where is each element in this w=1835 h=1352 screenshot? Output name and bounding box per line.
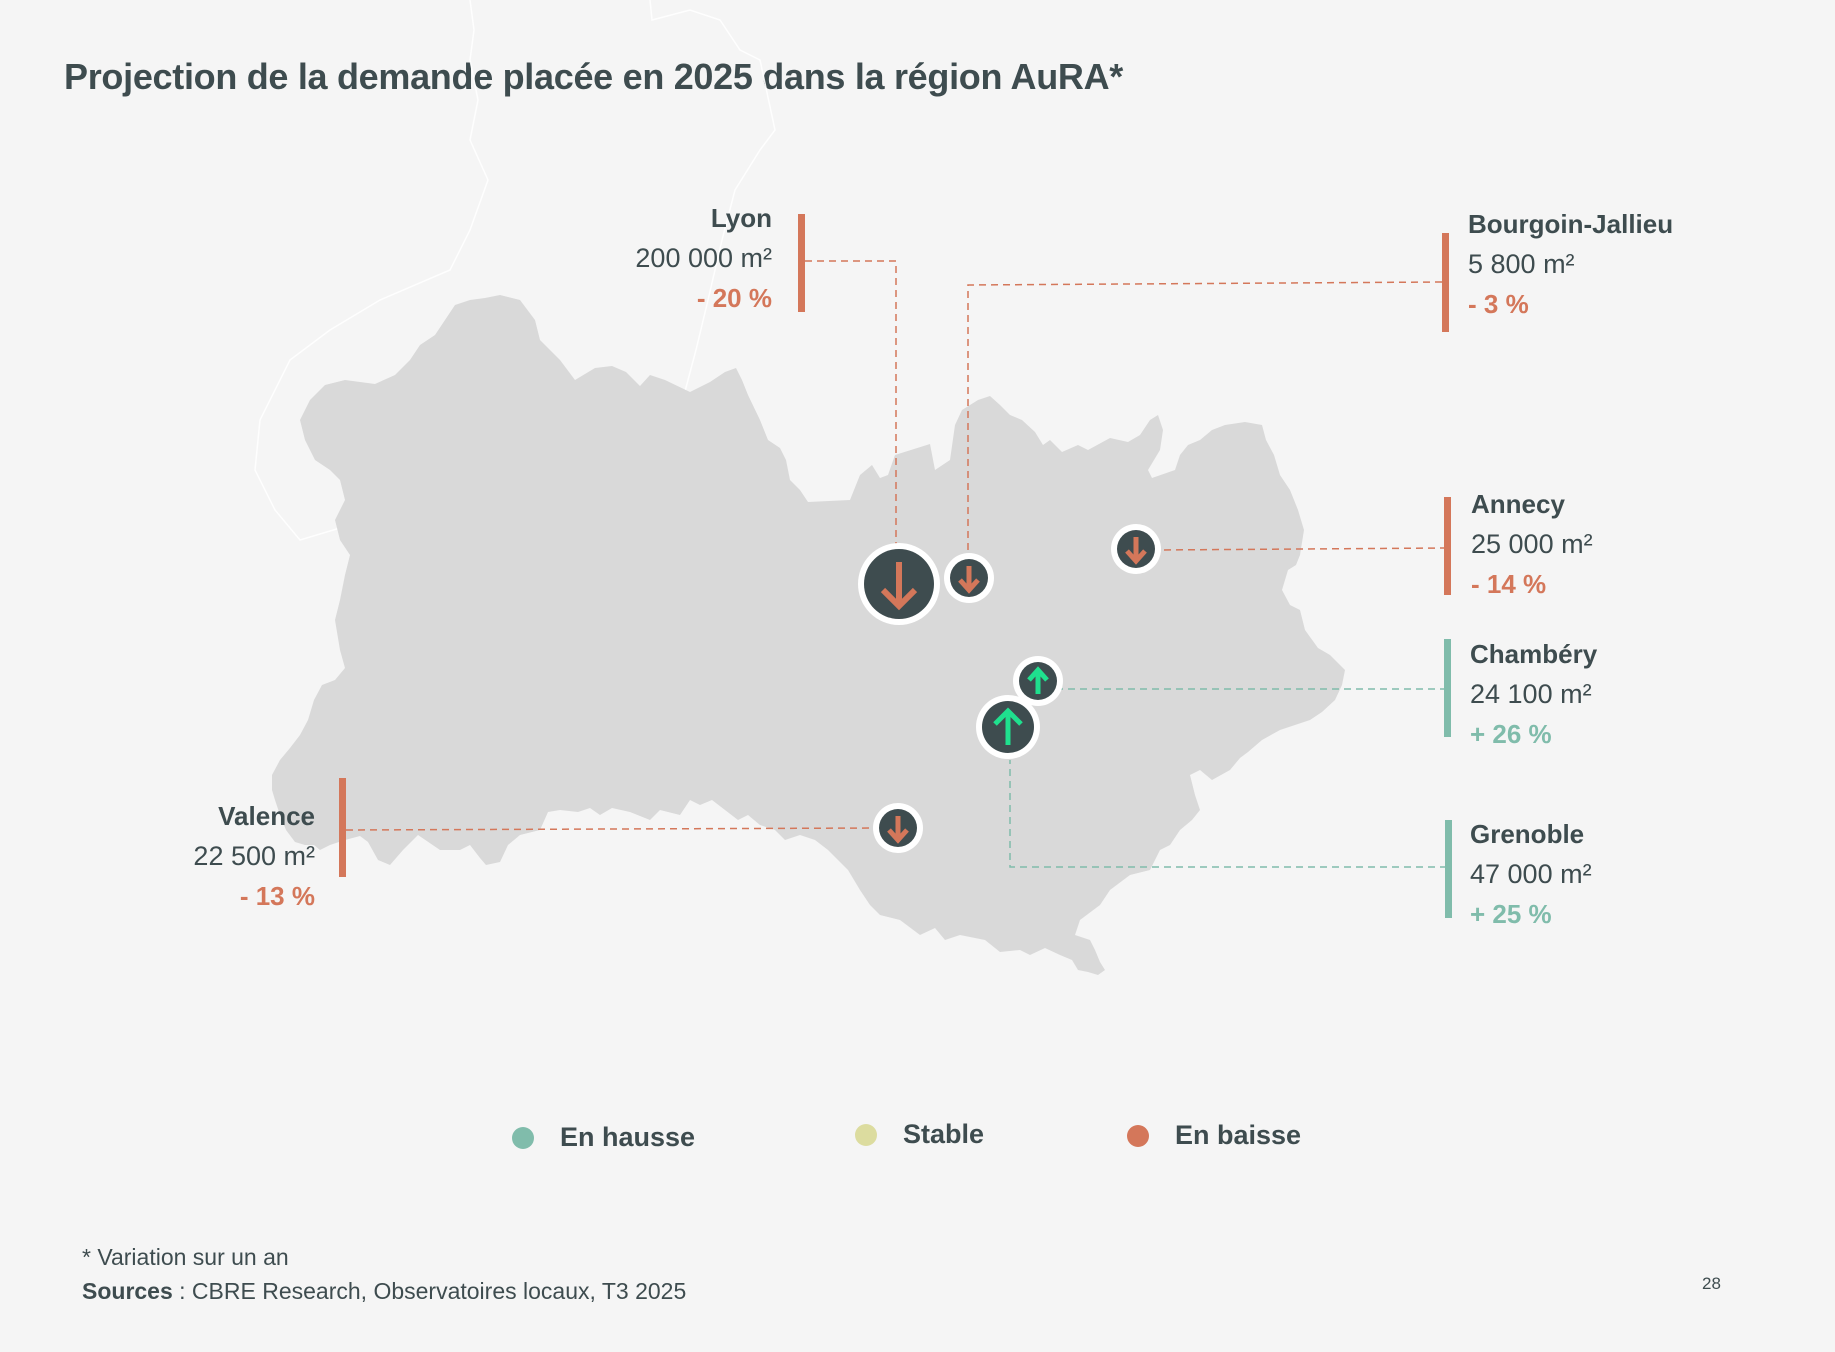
city-change: + 25 % bbox=[1470, 899, 1552, 929]
grenoble-bar bbox=[1445, 820, 1452, 918]
arrow-up-icon bbox=[1027, 666, 1049, 694]
arrow-down-icon bbox=[958, 566, 980, 594]
leader-lyon bbox=[805, 260, 897, 545]
leader-bourgoin bbox=[967, 281, 1443, 560]
arrow-up-icon bbox=[993, 707, 1023, 745]
city-name: Annecy bbox=[1471, 489, 1565, 519]
sources: Sources : CBRE Research, Observatoires l… bbox=[82, 1278, 686, 1305]
marker-valence bbox=[873, 803, 923, 853]
city-change: - 3 % bbox=[1468, 289, 1529, 319]
marker-grenoble bbox=[976, 695, 1040, 759]
arrow-down-icon bbox=[887, 816, 909, 844]
lyon-bar bbox=[798, 214, 805, 312]
annecy-bar bbox=[1444, 497, 1451, 595]
label-valence: Valence 22 500 m² - 13 % bbox=[193, 796, 315, 916]
leader-grenoble bbox=[1009, 760, 1447, 868]
sources-text: : CBRE Research, Observatoires locaux, T… bbox=[172, 1278, 687, 1304]
marker-lyon bbox=[858, 543, 940, 625]
city-area: 24 100 m² bbox=[1470, 679, 1592, 709]
legend-label: En hausse bbox=[560, 1122, 696, 1152]
city-change: - 14 % bbox=[1471, 569, 1547, 599]
chambery-bar bbox=[1444, 639, 1451, 737]
page-title: Projection de la demande placée en 2025 … bbox=[64, 56, 1124, 97]
leader-annecy bbox=[1154, 547, 1448, 551]
legend-stable: Stable bbox=[855, 1119, 984, 1150]
arrow-down-icon bbox=[880, 562, 918, 611]
arrow-down-icon bbox=[1125, 537, 1147, 565]
valence-bar bbox=[339, 778, 346, 877]
city-area: 5 800 m² bbox=[1468, 249, 1575, 279]
label-annecy: Annecy 25 000 m² - 14 % bbox=[1471, 484, 1593, 604]
city-name: Grenoble bbox=[1470, 819, 1585, 849]
label-bourgoin-jallieu: Bourgoin-Jallieu 5 800 m² - 3 % bbox=[1468, 204, 1673, 324]
leader-lines bbox=[345, 260, 1448, 868]
legend-dot-down bbox=[1127, 1124, 1149, 1147]
aura-region-shape bbox=[272, 295, 1345, 975]
marker-bourgoin-jallieu bbox=[944, 553, 994, 603]
city-area: 25 000 m² bbox=[1471, 529, 1593, 559]
city-area: 22 500 m² bbox=[193, 841, 315, 871]
city-change: - 13 % bbox=[239, 881, 315, 911]
city-name: Bourgoin-Jallieu bbox=[1468, 209, 1674, 239]
legend-en-hausse: En hausse bbox=[512, 1122, 695, 1153]
city-name: Chambéry bbox=[1470, 639, 1598, 669]
leader-valence bbox=[345, 827, 881, 831]
legend-label: Stable bbox=[903, 1119, 985, 1149]
legend-en-baisse: En baisse bbox=[1127, 1120, 1301, 1151]
city-name: Lyon bbox=[710, 203, 772, 233]
page-number: 28 bbox=[1702, 1274, 1721, 1293]
city-name: Valence bbox=[218, 801, 315, 831]
marker-annecy bbox=[1111, 524, 1161, 574]
city-change: + 26 % bbox=[1470, 719, 1552, 749]
marker-chambery bbox=[1013, 656, 1063, 706]
legend-label: En baisse bbox=[1175, 1120, 1302, 1150]
footnote: * Variation sur un an bbox=[82, 1244, 289, 1270]
legend-dot-up bbox=[512, 1126, 534, 1149]
label-grenoble: Grenoble 47 000 m² + 25 % bbox=[1470, 814, 1592, 934]
label-lyon: Lyon 200 000 m² - 20 % bbox=[635, 198, 772, 318]
label-chambery: Chambéry 24 100 m² + 26 % bbox=[1470, 634, 1597, 754]
legend-dot-stable bbox=[855, 1123, 877, 1146]
city-area: 200 000 m² bbox=[635, 243, 772, 273]
bourgoin-bar bbox=[1442, 233, 1449, 332]
city-change: - 20 % bbox=[696, 283, 772, 313]
sources-label: Sources bbox=[82, 1278, 173, 1304]
city-area: 47 000 m² bbox=[1470, 859, 1592, 889]
